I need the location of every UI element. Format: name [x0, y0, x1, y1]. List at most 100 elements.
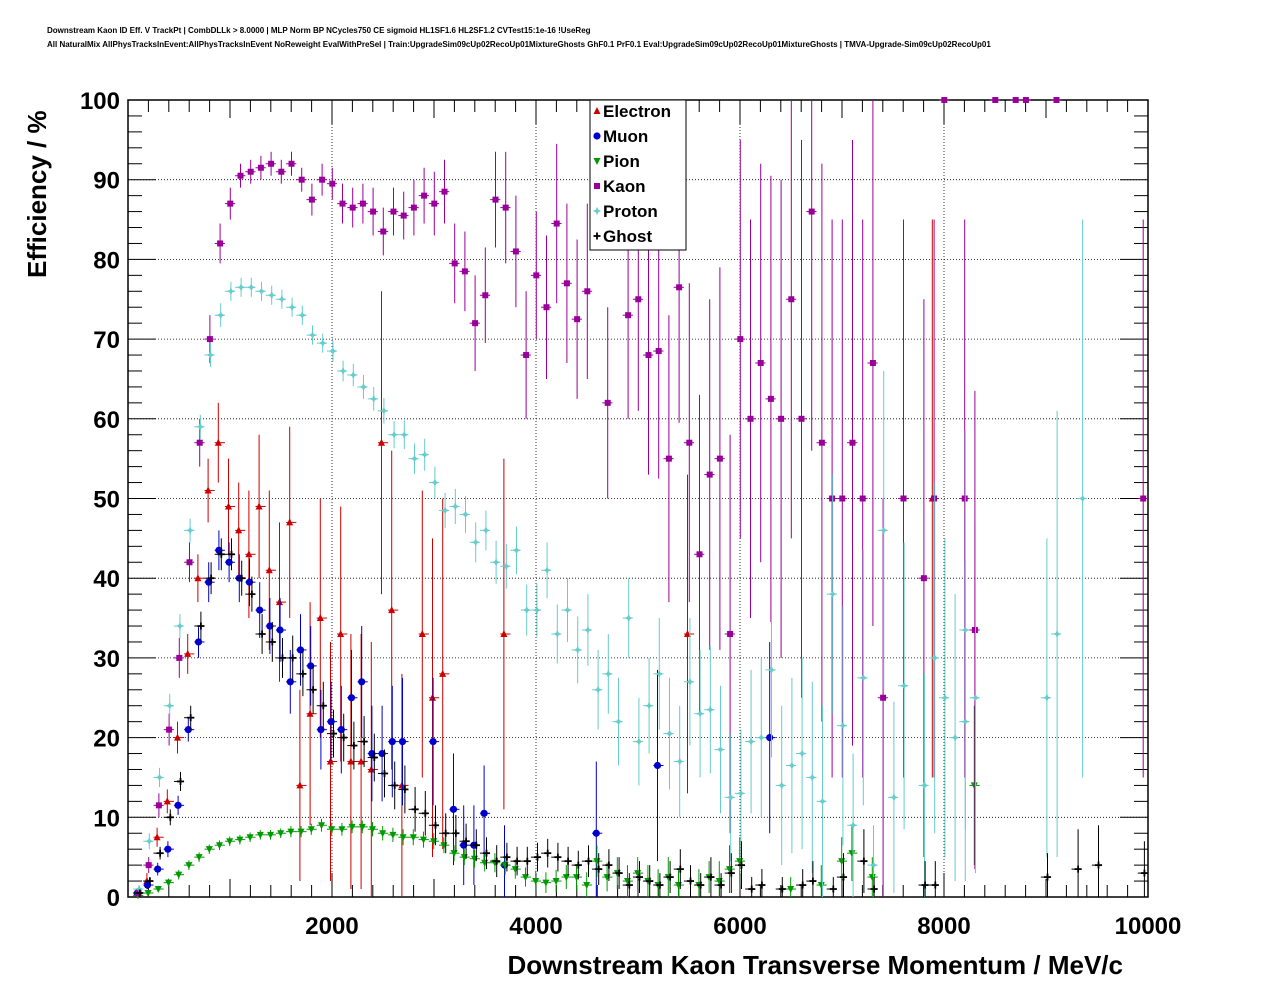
data-point-muon: [317, 726, 325, 734]
data-point-proton: [359, 382, 368, 392]
data-point-electron: [184, 649, 192, 657]
data-point-ghost: [1044, 873, 1051, 881]
data-point-proton: [379, 406, 389, 416]
data-point-proton: [349, 370, 358, 380]
data-point-kaon: [900, 495, 907, 502]
y-tick-label: 70: [93, 327, 120, 354]
data-point-ghost: [513, 857, 521, 865]
data-point-proton: [828, 589, 837, 599]
data-point-ghost: [840, 873, 847, 881]
data-point-ghost: [268, 638, 276, 646]
y-tick-label: 20: [93, 726, 120, 753]
data-point-muon: [266, 622, 274, 630]
data-point-kaon: [502, 204, 509, 211]
data-point-kaon: [421, 192, 428, 199]
data-point-electron: [684, 629, 691, 637]
y-tick-label: 10: [93, 805, 120, 832]
data-point-electron: [235, 526, 243, 534]
data-point-ghost: [554, 853, 562, 861]
data-point-proton: [879, 526, 888, 535]
data-point-proton: [175, 621, 185, 631]
data-point-proton: [308, 330, 317, 340]
data-point-electron: [388, 606, 396, 614]
data-point-kaon: [339, 200, 346, 207]
data-point-kaon: [1022, 97, 1029, 103]
data-point-kaon: [186, 559, 193, 566]
data-point-proton: [185, 526, 195, 535]
data-point-kaon: [696, 551, 703, 558]
data-point-muon: [337, 726, 345, 734]
data-point-proton: [522, 605, 531, 615]
data-point-ghost: [156, 849, 164, 857]
data-point-kaon: [992, 97, 999, 103]
legend-box: [589, 99, 687, 251]
data-point-proton: [808, 773, 817, 782]
data-point-ghost: [411, 805, 419, 813]
data-point-electron: [327, 757, 334, 765]
data-point-ghost: [452, 829, 460, 837]
data-point-kaon: [859, 495, 866, 502]
data-point-proton: [665, 729, 674, 738]
legend-label-kaon: Kaon: [603, 177, 646, 196]
data-point-pion: [338, 826, 346, 834]
data-point-ghost: [585, 857, 592, 865]
data-point-kaon: [217, 240, 224, 247]
data-point-proton: [563, 605, 572, 615]
data-point-kaon: [1012, 97, 1019, 103]
data-point-proton: [848, 821, 858, 830]
series-ghost: [133, 538, 1148, 897]
data-point-proton: [328, 346, 338, 356]
data-point-proton: [971, 693, 980, 702]
data-point-ghost: [615, 869, 623, 877]
data-point-ghost: [401, 785, 409, 793]
data-point-ghost: [187, 714, 195, 722]
data-point-proton: [726, 793, 735, 802]
data-point-kaon: [737, 336, 744, 343]
data-point-kaon: [380, 228, 387, 235]
data-point-proton: [746, 737, 756, 746]
data-point-kaon: [237, 172, 244, 179]
data-point-pion: [522, 874, 529, 882]
data-point-proton: [838, 721, 848, 730]
data-point-muon: [286, 678, 294, 686]
data-point-proton: [298, 310, 307, 320]
data-point-proton: [532, 605, 542, 615]
data-point-muon: [480, 809, 488, 817]
data-point-ghost: [534, 853, 541, 861]
data-point-pion: [358, 823, 366, 831]
data-point-ghost: [605, 861, 613, 869]
data-point-kaon: [553, 220, 560, 227]
y-tick-label: 60: [93, 407, 120, 434]
data-point-proton: [593, 685, 603, 694]
data-point-ghost: [462, 837, 470, 845]
data-point-kaon: [829, 495, 836, 502]
data-point-proton: [940, 693, 950, 702]
data-point-kaon: [574, 316, 581, 323]
data-point-pion: [307, 826, 315, 834]
data-point-kaon: [166, 726, 173, 733]
data-point-muon: [245, 578, 254, 586]
data-point-muon: [164, 845, 172, 853]
data-point-ghost: [197, 622, 205, 630]
legend-label-proton: Proton: [603, 202, 658, 221]
data-point-electron: [245, 550, 253, 558]
tick-layer: 0 10 20 30 40 50 60 70 80 90 100 2000 4000 6000 8000 10…: [80, 88, 1181, 940]
data-point-ghost: [207, 574, 215, 582]
data-point-ghost: [544, 849, 552, 857]
data-point-kaon: [849, 439, 856, 446]
data-point-ghost: [483, 849, 490, 857]
x-tick-label: 4000: [509, 913, 562, 940]
data-point-muon: [398, 737, 407, 746]
data-point-proton: [247, 283, 256, 292]
data-point-ghost: [778, 885, 786, 893]
data-point-ghost: [177, 777, 184, 785]
data-point-ghost: [330, 730, 337, 738]
data-point-electron: [429, 693, 436, 701]
data-point-proton: [583, 625, 593, 635]
data-point-kaon: [390, 208, 397, 215]
data-point-electron: [306, 709, 314, 717]
data-point-kaon: [359, 200, 366, 207]
data-point-ghost: [574, 861, 582, 869]
data-point-electron: [163, 797, 171, 805]
data-point-ghost: [1095, 861, 1102, 869]
